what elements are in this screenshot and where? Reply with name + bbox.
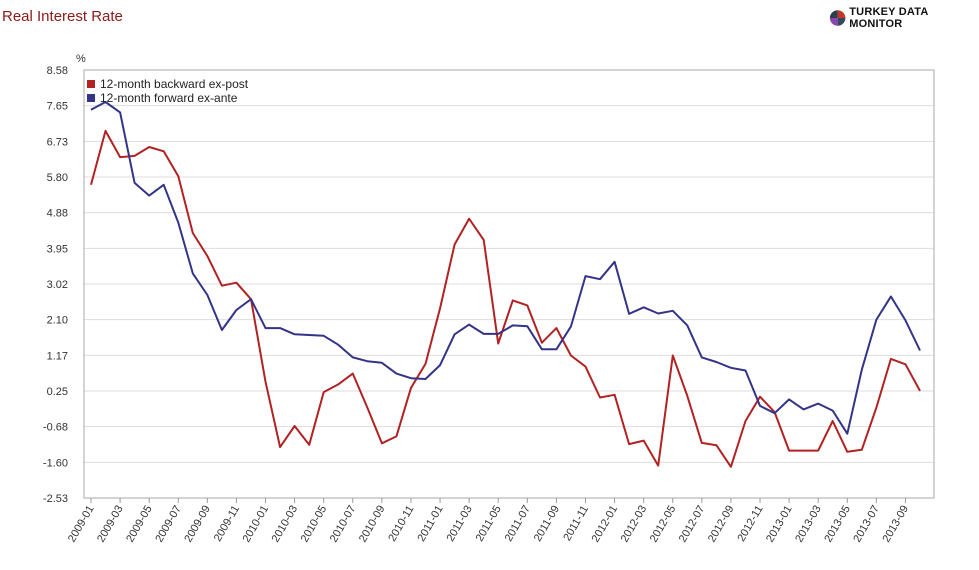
x-tick-label: 2011-09	[532, 504, 562, 544]
brand-logo-icon	[829, 10, 846, 26]
brand-logo-segment	[829, 18, 838, 26]
x-tick-label: 2011-11	[561, 504, 591, 544]
brand-logo-segment	[829, 10, 838, 18]
legend-label: 12-month backward ex-post	[100, 77, 249, 91]
x-tick-label: 2013-05	[822, 504, 853, 545]
y-tick-label: 8.58	[47, 65, 68, 77]
chart-title: Real Interest Rate	[2, 8, 123, 25]
x-tick-label: 2012-07	[677, 504, 708, 545]
y-tick-label: -0.68	[43, 422, 68, 434]
y-tick-label: 4.88	[47, 208, 68, 220]
y-tick-label: -2.53	[43, 493, 68, 505]
series-line-2	[90, 101, 921, 435]
y-tick-label: 7.65	[47, 101, 68, 113]
y-tick-label: 3.95	[47, 243, 68, 255]
x-tick-label: 2012-11	[735, 504, 765, 544]
x-tick-label: 2009-11	[212, 504, 242, 544]
x-tick-label: 2013-03	[793, 504, 824, 545]
brand-logo-segment	[837, 18, 846, 26]
y-tick-label: -1.60	[43, 457, 68, 469]
x-tick-label: 2010-05	[299, 504, 330, 545]
x-tick-label: 2009-09	[182, 504, 213, 545]
series-line-1	[90, 129, 921, 468]
x-tick-label: 2011-05	[474, 503, 504, 543]
grid-lines	[84, 69, 934, 499]
x-tick-label: 2010-07	[328, 504, 359, 545]
x-tick-label: 2012-03	[619, 504, 650, 545]
series-lines	[90, 101, 921, 468]
brand-logo-segment	[837, 10, 846, 18]
y-tick-label: 6.73	[47, 136, 68, 148]
x-tick-label: 2011-01	[415, 504, 445, 544]
plot-frame	[83, 69, 935, 499]
x-tick-label: 2010-11	[386, 504, 416, 544]
x-tick-label: 2012-09	[706, 504, 737, 545]
x-tick-label: 2013-01	[764, 504, 795, 545]
x-tick-label: 2013-09	[880, 504, 911, 545]
x-tick-label: 2010-03	[270, 504, 301, 545]
x-axis-ticks: 2009-012009-032009-052009-072009-092009-…	[66, 498, 911, 544]
x-tick-label: 2010-09	[357, 504, 388, 545]
legend-swatch	[87, 94, 95, 102]
legend-swatch	[87, 80, 95, 88]
x-tick-label: 2012-05	[648, 504, 679, 545]
legend-label: 12-month forward ex-ante	[100, 91, 238, 105]
y-tick-label: 2.10	[47, 315, 68, 327]
y-tick-label: 3.02	[47, 279, 68, 291]
x-tick-label: 2009-01	[66, 504, 97, 545]
y-tick-label: 1.17	[47, 350, 68, 362]
y-axis-ticks: 8.58 7.65 6.73 5.80 4.88 3.95 3.02 2.10 1.17 0.25…	[43, 65, 68, 505]
x-tick-label: 2009-07	[153, 504, 184, 545]
y-tick-label: 5.80	[47, 172, 68, 184]
x-tick-label: 2010-01	[241, 504, 272, 545]
brand[interactable]: TURKEY DATA MONITOR	[829, 6, 979, 30]
x-tick-label: 2011-07	[503, 504, 533, 544]
x-tick-label: 2009-05	[124, 504, 155, 545]
x-tick-label: 2009-03	[95, 504, 126, 545]
x-tick-label: 2012-01	[590, 504, 621, 545]
brand-name: TURKEY DATA MONITOR	[849, 6, 929, 30]
y-axis-label: %	[76, 53, 86, 65]
y-tick-label: 0.25	[47, 386, 68, 398]
x-tick-label: 2011-03	[445, 504, 475, 544]
x-tick-label: 2013-07	[851, 504, 882, 545]
